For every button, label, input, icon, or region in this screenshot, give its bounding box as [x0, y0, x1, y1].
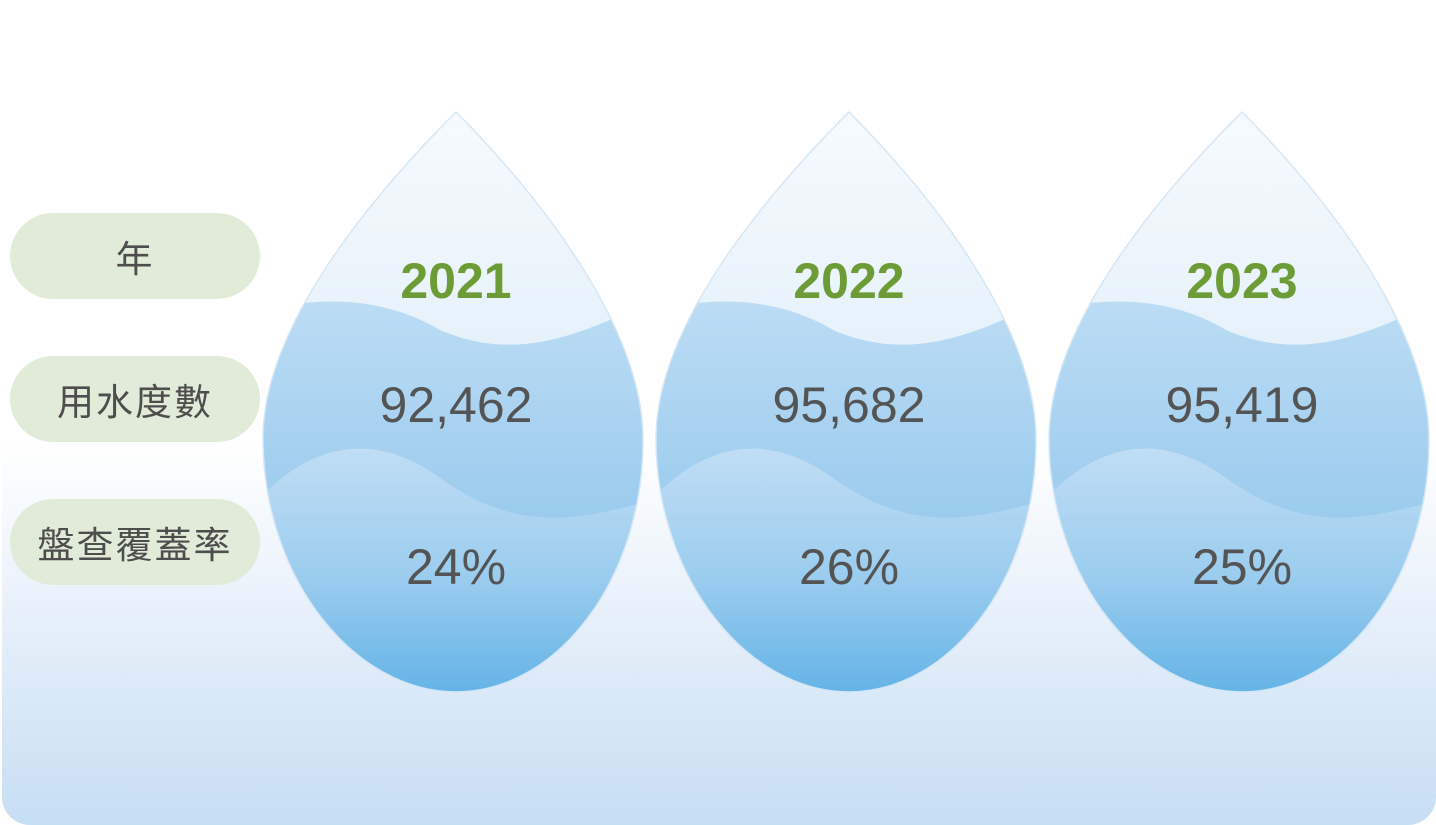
coverage-rate-2022: 26%: [798, 539, 900, 595]
coverage-rate-2021: 24%: [405, 539, 507, 595]
row-label-year: 年: [10, 213, 260, 299]
year-2023: 2023: [1186, 253, 1298, 309]
row-label-coverage-rate: 盤查覆蓋率: [10, 499, 260, 585]
water-usage-2023: 95,419: [1165, 377, 1319, 433]
row-label-water-usage: 用水度數: [10, 356, 260, 442]
coverage-rate-2023: 25%: [1191, 539, 1293, 595]
water-usage-2021: 92,462: [379, 377, 533, 433]
year-2022: 2022: [793, 253, 905, 309]
water-usage-2022: 95,682: [772, 377, 926, 433]
year-2021: 2021: [400, 253, 512, 309]
